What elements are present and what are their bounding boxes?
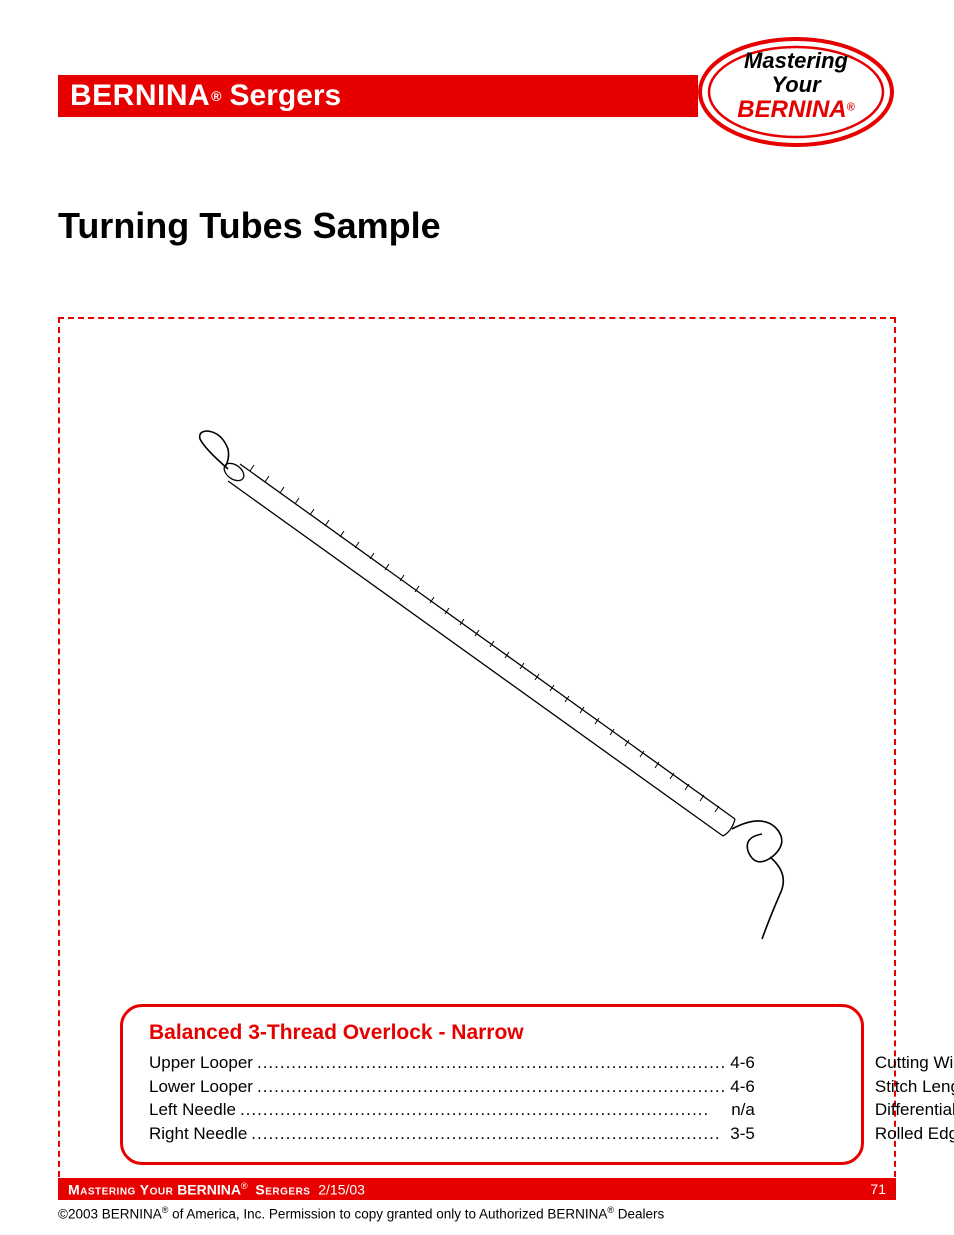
mastering-badge: Mastering Your BERNINA® bbox=[696, 35, 896, 150]
badge-reg: ® bbox=[847, 102, 855, 114]
badge-line3: BERNINA bbox=[737, 96, 846, 123]
spec-label: Cutting Width bbox=[875, 1051, 954, 1075]
spec-row: Upper Looper 4-6 bbox=[149, 1051, 755, 1075]
spec-col-left: Upper Looper 4-6 Lower Looper 4-6 Left Nee… bbox=[149, 1051, 755, 1146]
copyright-post: Dealers bbox=[614, 1206, 664, 1221]
tube-illustration bbox=[150, 419, 810, 949]
banner-sergers: Sergers bbox=[230, 79, 342, 113]
header: BERNINA® Sergers Mastering Your BERNINA® bbox=[58, 35, 896, 150]
spec-row: Rolled Edge Leverin bbox=[875, 1122, 954, 1146]
leader-dots bbox=[240, 1098, 727, 1122]
spec-label: Rolled Edge Lever bbox=[875, 1122, 954, 1146]
footer-sergers: Sergers bbox=[255, 1181, 310, 1197]
badge-line1: Mastering bbox=[696, 49, 896, 73]
copyright-pre: ©2003 BERNINA bbox=[58, 1206, 162, 1221]
spec-label: Stitch Length bbox=[875, 1075, 954, 1099]
footer-bar: Mastering Your BERNINA® Sergers 2/15/03 … bbox=[58, 1178, 896, 1200]
header-banner: BERNINA® Sergers bbox=[58, 75, 698, 117]
banner-reg: ® bbox=[211, 88, 221, 104]
spec-col-right: Cutting Width2-3 Stitch Length1.5mm Diff… bbox=[875, 1051, 954, 1146]
spec-value: 3-5 bbox=[730, 1122, 755, 1146]
spec-label: Upper Looper bbox=[149, 1051, 253, 1075]
copyright-mid: of America, Inc. Permission to copy gran… bbox=[168, 1206, 607, 1221]
spec-value: n/a bbox=[731, 1098, 755, 1122]
footer-left: Mastering Your BERNINA® Sergers 2/15/03 bbox=[68, 1181, 365, 1198]
page-title: Turning Tubes Sample bbox=[58, 205, 896, 247]
footer-reg: ® bbox=[241, 1181, 248, 1191]
leader-dots bbox=[257, 1051, 726, 1075]
spec-row: Stitch Length1.5mm bbox=[875, 1075, 954, 1099]
footer-brand: BERNINA bbox=[177, 1181, 241, 1197]
footer-page: 71 bbox=[870, 1181, 886, 1197]
spec-box: Balanced 3-Thread Overlock - Narrow Uppe… bbox=[120, 1004, 864, 1165]
badge-line2: Your bbox=[696, 73, 896, 97]
spec-row: Right Needle 3-5 bbox=[149, 1122, 755, 1146]
spec-row: Cutting Width2-3 bbox=[875, 1051, 954, 1075]
spec-value: 4-6 bbox=[730, 1051, 755, 1075]
spec-label: Differential Feed bbox=[875, 1098, 954, 1122]
spec-row: Differential FeedN bbox=[875, 1098, 954, 1122]
spec-value: 4-6 bbox=[730, 1075, 755, 1099]
spec-label: Left Needle bbox=[149, 1098, 236, 1122]
spec-title: Balanced 3-Thread Overlock - Narrow bbox=[149, 1021, 835, 1045]
badge-text: Mastering Your BERNINA® bbox=[696, 49, 896, 124]
spec-row: Left Needle n/a bbox=[149, 1098, 755, 1122]
spec-row: Lower Looper 4-6 bbox=[149, 1075, 755, 1099]
leader-dots bbox=[251, 1122, 726, 1146]
footer-your: Your bbox=[140, 1181, 174, 1197]
footer-mastering: Mastering bbox=[68, 1181, 136, 1197]
leader-dots bbox=[257, 1075, 726, 1099]
spec-label: Lower Looper bbox=[149, 1075, 253, 1099]
copyright-reg2: ® bbox=[607, 1205, 614, 1215]
footer-date: 2/15/03 bbox=[318, 1181, 365, 1197]
sample-frame: Balanced 3-Thread Overlock - Narrow Uppe… bbox=[58, 317, 896, 1187]
copyright: ©2003 BERNINA ® of America, Inc. Permissi… bbox=[58, 1205, 664, 1222]
banner-brand: BERNINA bbox=[70, 79, 210, 113]
spec-label: Right Needle bbox=[149, 1122, 247, 1146]
